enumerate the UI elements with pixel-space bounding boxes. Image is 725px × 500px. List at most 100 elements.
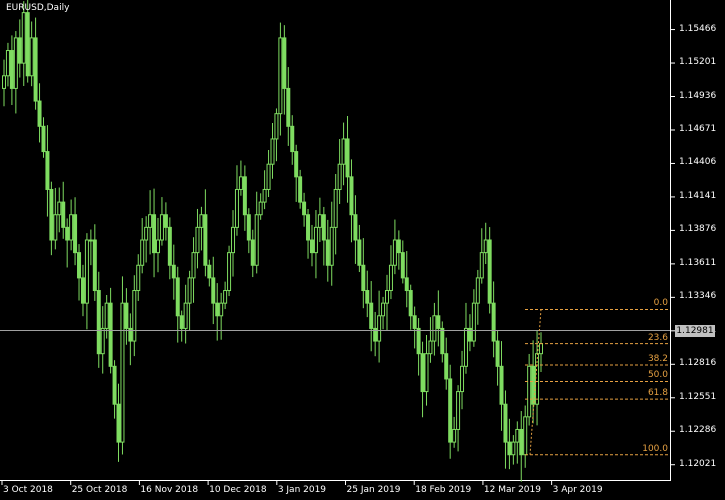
candle-body: [155, 239, 160, 254]
fibonacci-trend-line[interactable]: [529, 309, 542, 455]
candle-body: [353, 214, 358, 241]
time-tick-label: 16 Nov 2018: [140, 485, 199, 495]
candle-body: [69, 214, 74, 241]
candle-body: [479, 252, 484, 279]
candle-body: [396, 239, 401, 254]
candle-body: [250, 239, 255, 266]
candle-body: [373, 327, 378, 342]
candle-body: [199, 214, 204, 228]
candle-body: [507, 441, 512, 456]
candle-body: [254, 214, 259, 266]
candle-body: [535, 353, 540, 405]
candle-body: [175, 277, 180, 317]
candle-body: [171, 264, 176, 279]
candle-body: [302, 201, 307, 216]
candle-body: [49, 188, 54, 241]
candle-body: [282, 37, 287, 89]
candle-body: [37, 100, 42, 127]
fibonacci-level-label: 23.6: [647, 332, 668, 343]
time-tick-label: 12 Mar 2019: [483, 485, 541, 495]
candle-body: [41, 125, 46, 153]
candle-body: [420, 353, 425, 393]
candle-body: [456, 391, 461, 430]
candle-body: [262, 188, 267, 203]
fibonacci-level-label: 38.2: [647, 354, 668, 365]
time-tick-marks: [1, 480, 553, 485]
candle-body: [163, 214, 168, 228]
candle-body: [400, 252, 405, 279]
price-tick-label: 1.12021: [679, 458, 717, 469]
candle-body: [144, 226, 149, 241]
candle-body: [317, 214, 322, 228]
candle-body: [2, 75, 6, 89]
candle-body: [92, 239, 97, 292]
candle-body: [33, 37, 38, 102]
candle-body: [404, 277, 409, 292]
time-tick-label: 18 Feb 2019: [415, 485, 472, 495]
candle-body: [495, 340, 500, 367]
price-tick-label: 1.14936: [679, 90, 717, 101]
price-tick-marks: [670, 29, 675, 466]
candle-body: [179, 315, 184, 329]
price-tick-label: 1.13611: [679, 257, 717, 268]
candle-body: [100, 327, 105, 355]
candle-body: [278, 37, 283, 115]
candle-body: [361, 264, 366, 292]
candle-body: [140, 239, 145, 266]
candle-body: [440, 327, 445, 355]
candle-body: [499, 365, 504, 405]
candle-body: [195, 226, 200, 254]
time-tick-label: 25 Oct 2018: [71, 485, 128, 495]
candle-body: [325, 239, 330, 266]
candle-body: [377, 315, 382, 342]
candle-body: [388, 264, 393, 292]
candle-body: [349, 176, 354, 216]
candle-body: [475, 277, 480, 304]
fibonacci-retracement[interactable]: [525, 308, 670, 456]
candle-body: [392, 239, 397, 266]
candle-body: [57, 201, 62, 216]
candle-body: [5, 50, 10, 77]
candle-body: [527, 365, 532, 418]
candle-body: [29, 37, 34, 77]
candle-body: [45, 151, 50, 190]
candle-body: [408, 290, 413, 317]
candle-body: [306, 214, 311, 241]
candle-body: [298, 176, 303, 203]
candle-body: [329, 226, 334, 266]
candle-body: [337, 163, 342, 190]
candle-body: [21, 12, 26, 64]
candle-body: [96, 290, 101, 355]
candle-body: [270, 138, 275, 165]
current-price-label: 1.12981: [675, 325, 715, 337]
price-tick-label: 1.12551: [679, 391, 717, 402]
candle-body: [120, 302, 125, 443]
candle-body: [385, 290, 390, 304]
candle-body: [523, 416, 528, 456]
candle-body: [357, 239, 362, 266]
candle-body: [17, 37, 22, 64]
candle-body: [219, 302, 224, 317]
candle-body: [211, 277, 216, 304]
price-tick-label: 1.15201: [679, 57, 717, 68]
candle-body: [286, 87, 291, 127]
price-tick-label: 1.14671: [679, 123, 717, 134]
candle-body: [234, 188, 239, 228]
time-tick-label: 3 Apr 2019: [552, 485, 603, 495]
candle-body: [487, 239, 492, 304]
candle-body: [436, 315, 441, 329]
candle-body: [242, 176, 247, 216]
candle-body: [432, 315, 437, 342]
candle-body: [167, 226, 172, 266]
candle-body: [333, 188, 338, 228]
candle-body: [503, 403, 508, 443]
candle-body: [294, 151, 299, 178]
candle-body: [187, 277, 192, 304]
candle-body: [519, 428, 524, 456]
candle-body: [207, 264, 212, 279]
price-tick-label: 1.12286: [679, 425, 717, 436]
candle-body: [136, 264, 141, 292]
candle-body: [424, 353, 429, 393]
